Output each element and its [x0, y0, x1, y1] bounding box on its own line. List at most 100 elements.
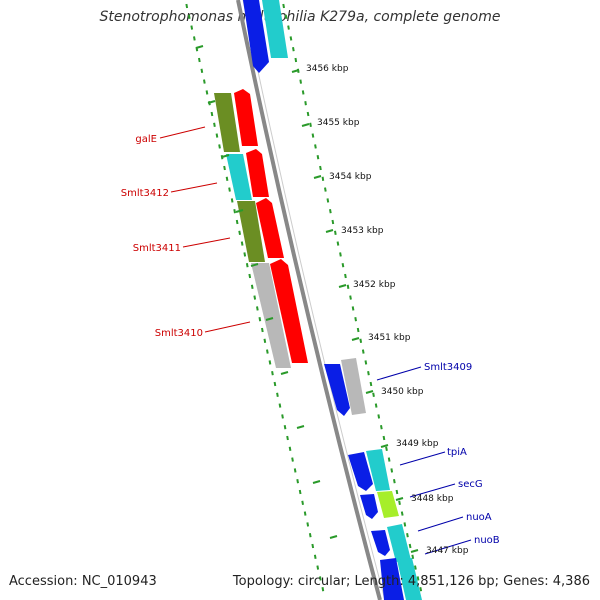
tick-dot — [301, 500, 304, 505]
scale-label-3455: 3455 kbp — [317, 118, 360, 128]
cog-band-nuoa — [387, 524, 411, 562]
tick-dot — [298, 489, 302, 495]
tick-dot — [303, 511, 307, 516]
leader-line-nuoa — [417, 516, 464, 532]
tick-dot — [344, 273, 347, 279]
tick-dot — [228, 187, 231, 192]
tick-dot — [321, 176, 325, 181]
gene-label-smlt3411: Smlt3411 — [133, 243, 181, 254]
tick-dot — [293, 468, 297, 473]
tick-dot — [311, 543, 315, 549]
tick-dot — [289, 36, 293, 41]
tick-dot — [339, 252, 342, 257]
tick-dot — [361, 349, 365, 354]
tick-dot — [304, 101, 307, 106]
tick-dot — [374, 403, 378, 408]
tick-dot — [253, 295, 257, 300]
gene-label-nuob: nuoB — [474, 535, 500, 546]
tick-dot — [408, 543, 412, 549]
tick-dot — [387, 457, 391, 462]
tick-dot — [185, 3, 189, 9]
tick-dot — [250, 284, 254, 289]
gene-arrow-smlt3412 — [246, 149, 269, 197]
tick-dot — [324, 187, 327, 192]
leader-line-gale — [159, 126, 206, 139]
tick-dot — [230, 198, 234, 203]
gene-arrow-smlt3410 — [270, 259, 308, 363]
tick-dot — [205, 90, 209, 95]
tick-dot — [301, 90, 305, 95]
tick-dot — [385, 446, 388, 451]
tick-dot — [190, 25, 194, 30]
tick-dot — [273, 381, 277, 387]
leader-line-tpia — [399, 451, 446, 466]
cog-band-tpia — [366, 449, 390, 491]
tick-dot — [321, 587, 325, 592]
tick-dot — [416, 576, 420, 581]
tick-dot — [283, 425, 287, 430]
tick-dot — [261, 327, 264, 333]
accession-text: Accession: NC_010943 — [9, 574, 157, 589]
gene-label-secg: secG — [458, 479, 483, 490]
gene-label-tpia: tpiA — [447, 447, 467, 458]
cog-band-top-cyan — [262, 0, 288, 58]
scale-label-3453: 3453 kbp — [341, 226, 384, 236]
tick-dot — [306, 111, 310, 117]
tick-dot — [266, 349, 269, 354]
scale-label-3450: 3450 kbp — [381, 387, 424, 397]
gene-label-nuoa: nuoA — [466, 512, 492, 523]
tick-dot — [329, 209, 332, 214]
gene-arrow-gale — [234, 89, 258, 146]
scale-label-3456: 3456 kbp — [306, 64, 349, 74]
tick-dot — [278, 403, 282, 408]
tick-dot — [314, 144, 317, 149]
gene-arrow-secg — [360, 494, 378, 519]
scale-label-3447: 3447 kbp — [426, 546, 469, 556]
tick-dot — [306, 522, 310, 527]
gene-arrow-top-blue — [243, 0, 269, 73]
tick-dot — [316, 565, 320, 570]
tick-dot — [240, 241, 244, 246]
gene-arrow-tpia — [348, 452, 373, 491]
tick-dot — [400, 511, 404, 516]
tick-dot — [349, 295, 352, 300]
tick-dot — [271, 371, 274, 376]
cog-band-gale — [214, 93, 240, 152]
tick-dot — [291, 457, 294, 462]
tick-dot — [282, 3, 285, 9]
tick-dot — [403, 522, 407, 527]
tick-dot — [276, 392, 279, 397]
tick-dot — [341, 263, 345, 268]
tick-dot — [203, 79, 206, 84]
tick-dot — [288, 446, 292, 451]
tick-dot — [268, 360, 272, 365]
tick-dot — [233, 209, 236, 214]
tick-dot — [380, 425, 383, 430]
tick-dot — [406, 533, 409, 538]
cog-band-smlt3409 — [341, 358, 366, 415]
tick-dot — [419, 587, 423, 592]
tick-dot — [395, 489, 399, 495]
gene-arrow-smlt3409 — [324, 364, 350, 416]
tick-dot — [398, 500, 401, 505]
tick-dot — [390, 468, 394, 473]
tick-dot — [215, 133, 219, 138]
gene-arrow-nuoa — [371, 530, 390, 556]
tick-dot — [225, 176, 229, 181]
tick-dot — [213, 122, 216, 127]
tick-dot — [263, 338, 267, 343]
tick-dot — [393, 479, 396, 484]
tick-dot — [313, 554, 317, 559]
tick-dot — [198, 57, 201, 63]
tick-dot — [235, 219, 239, 225]
tick-dot — [356, 327, 360, 333]
tick-dot — [346, 284, 350, 289]
tick-dot — [331, 219, 335, 225]
tick-dot — [309, 122, 312, 127]
tick-dot — [414, 565, 417, 570]
cog-band-smlt3412 — [226, 154, 252, 200]
gene-label-gale: galE — [135, 134, 157, 145]
tick-dot — [218, 144, 221, 149]
tick-dot — [223, 165, 226, 171]
genome-backbone-shadow — [242, 0, 386, 600]
